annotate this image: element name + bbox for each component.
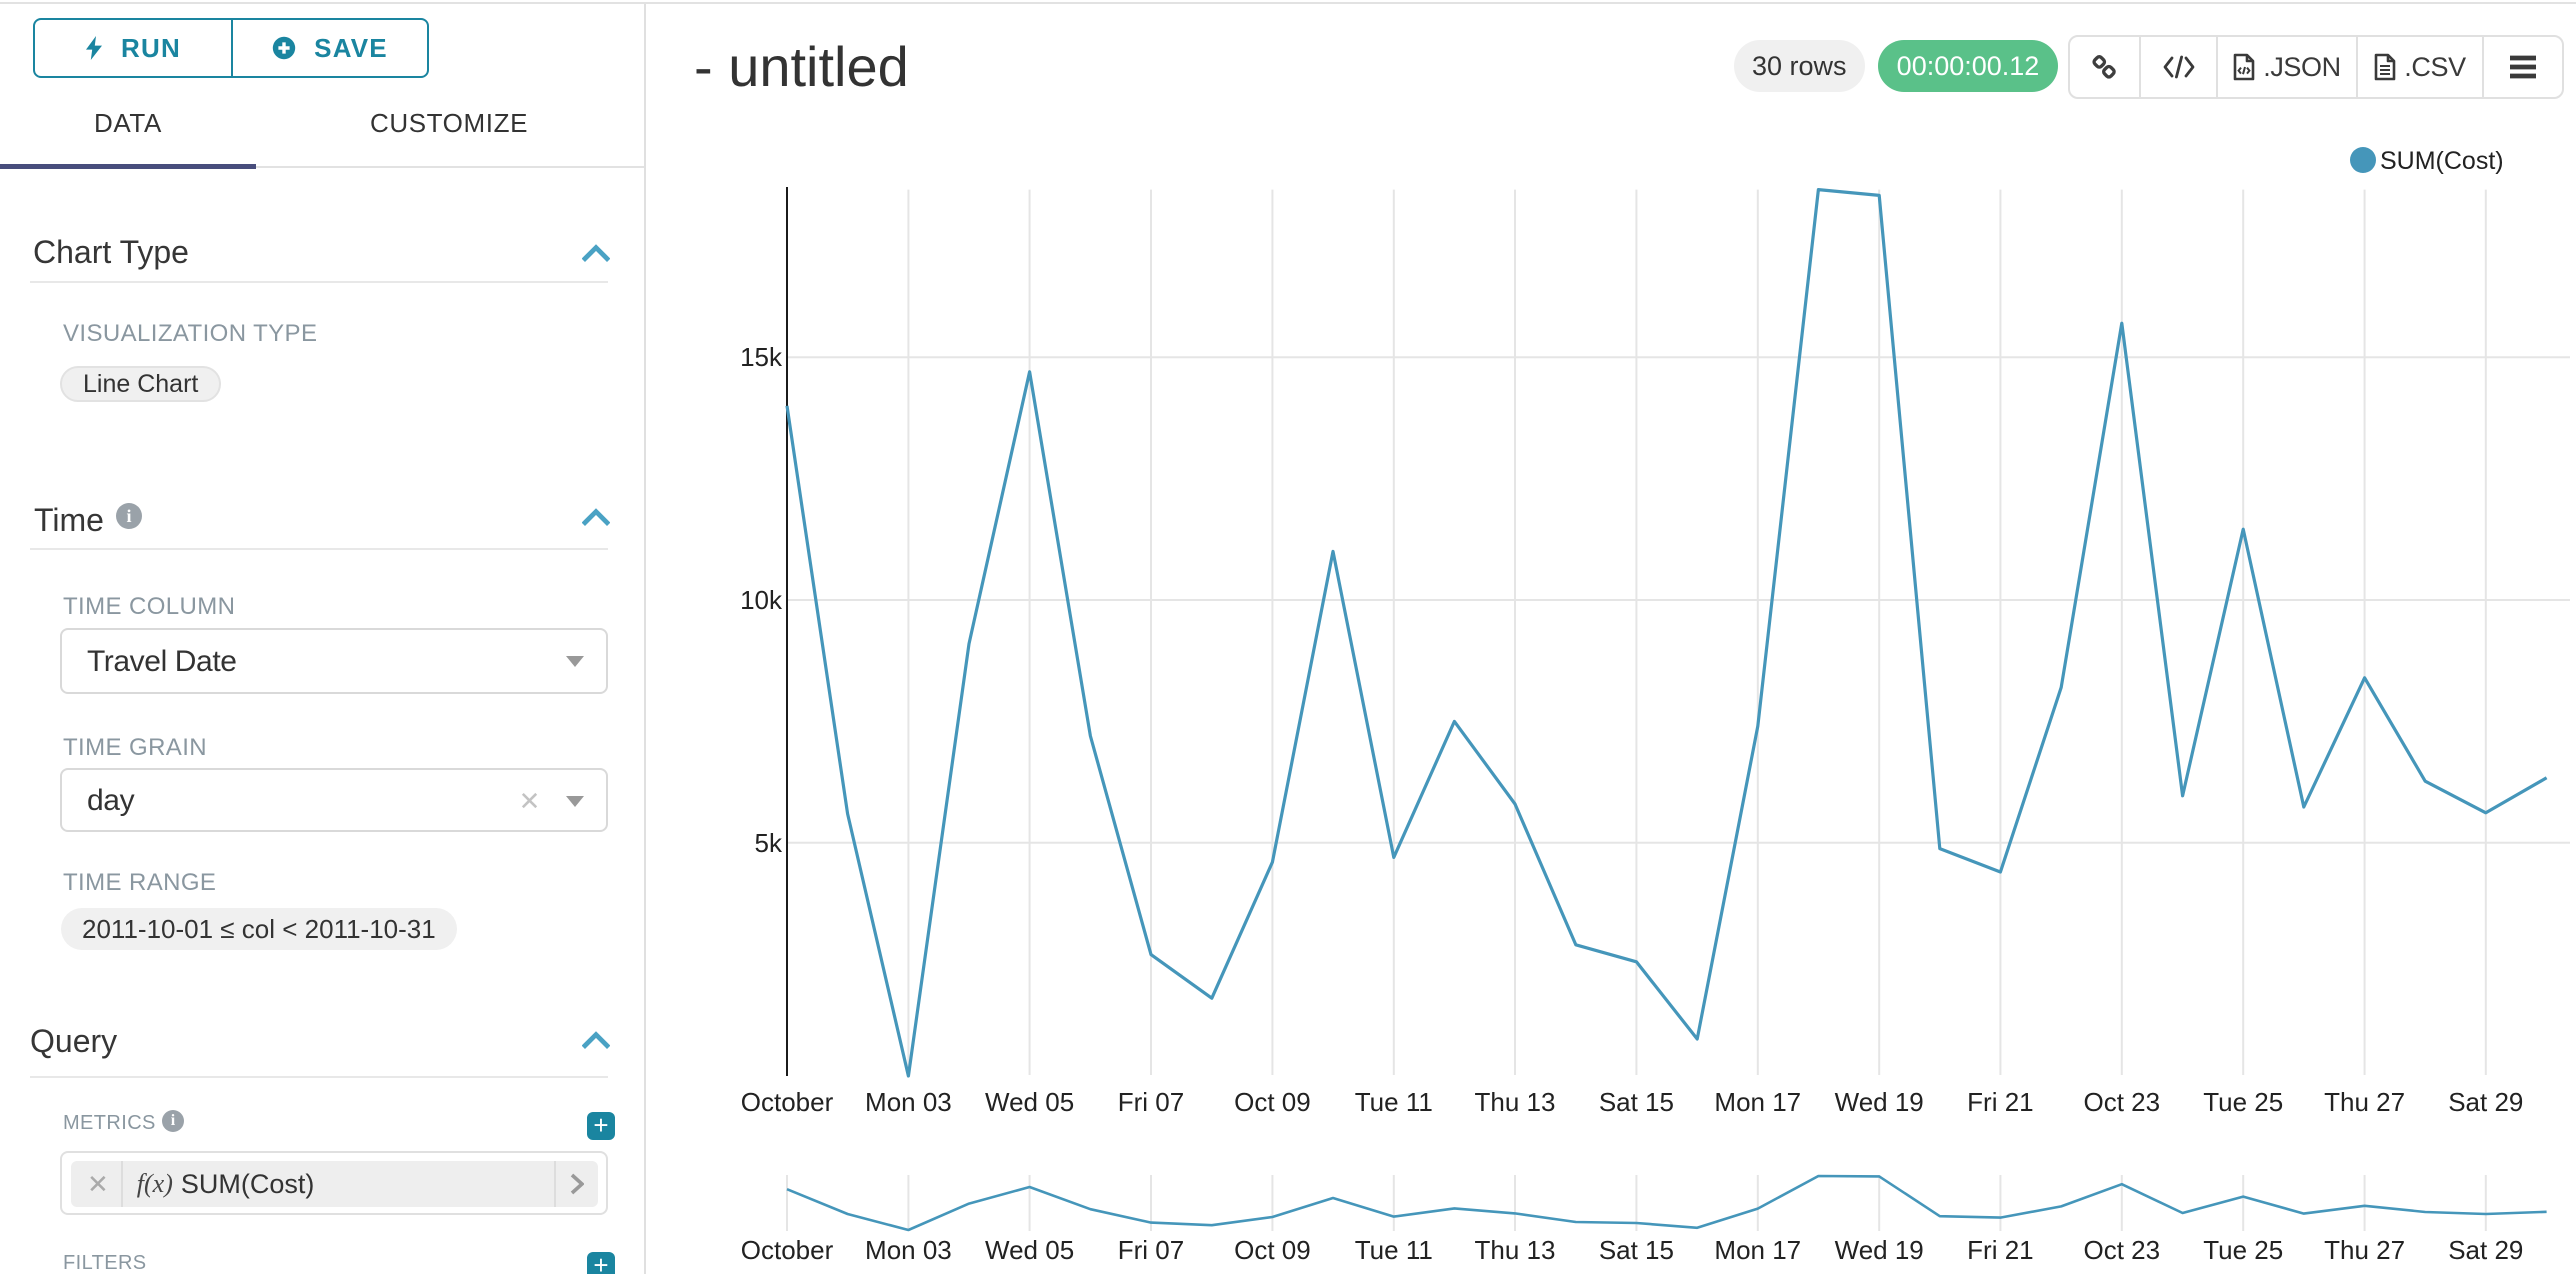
svg-text:Oct 09: Oct 09 bbox=[1234, 1235, 1311, 1265]
svg-text:Oct 23: Oct 23 bbox=[2084, 1235, 2161, 1265]
svg-text:Thu 27: Thu 27 bbox=[2324, 1087, 2405, 1117]
svg-text:Sat 15: Sat 15 bbox=[1599, 1087, 1674, 1117]
svg-text:Wed 05: Wed 05 bbox=[985, 1087, 1074, 1117]
svg-text:Mon 03: Mon 03 bbox=[865, 1235, 952, 1265]
svg-text:Wed 19: Wed 19 bbox=[1835, 1235, 1924, 1265]
svg-text:Mon 03: Mon 03 bbox=[865, 1087, 952, 1117]
svg-text:Mon 17: Mon 17 bbox=[1714, 1087, 1801, 1117]
svg-text:5k: 5k bbox=[755, 828, 783, 858]
svg-text:Sat 15: Sat 15 bbox=[1599, 1235, 1674, 1265]
svg-text:SUM(Cost): SUM(Cost) bbox=[2380, 147, 2504, 175]
svg-text:October: October bbox=[741, 1087, 834, 1117]
svg-text:Thu 13: Thu 13 bbox=[1475, 1087, 1556, 1117]
svg-text:Tue 11: Tue 11 bbox=[1355, 1087, 1433, 1117]
svg-text:Sat 29: Sat 29 bbox=[2448, 1235, 2523, 1265]
svg-text:Oct 23: Oct 23 bbox=[2084, 1087, 2161, 1117]
svg-text:October: October bbox=[741, 1235, 834, 1265]
svg-text:Wed 05: Wed 05 bbox=[985, 1235, 1074, 1265]
svg-text:Mon 17: Mon 17 bbox=[1714, 1235, 1801, 1265]
svg-text:Thu 27: Thu 27 bbox=[2324, 1235, 2405, 1265]
svg-text:Wed 19: Wed 19 bbox=[1835, 1087, 1924, 1117]
svg-text:Tue 25: Tue 25 bbox=[2203, 1087, 2283, 1117]
svg-text:Tue 25: Tue 25 bbox=[2203, 1235, 2283, 1265]
svg-text:Fri 21: Fri 21 bbox=[1967, 1235, 2033, 1265]
svg-text:10k: 10k bbox=[740, 585, 783, 615]
svg-text:Sat 29: Sat 29 bbox=[2448, 1087, 2523, 1117]
svg-text:Oct 09: Oct 09 bbox=[1234, 1087, 1311, 1117]
svg-text:Tue 11: Tue 11 bbox=[1355, 1235, 1433, 1265]
svg-text:Fri 21: Fri 21 bbox=[1967, 1087, 2033, 1117]
svg-text:Fri 07: Fri 07 bbox=[1118, 1235, 1184, 1265]
svg-text:Thu 13: Thu 13 bbox=[1475, 1235, 1556, 1265]
svg-text:15k: 15k bbox=[740, 342, 783, 372]
svg-text:Fri 07: Fri 07 bbox=[1118, 1087, 1184, 1117]
